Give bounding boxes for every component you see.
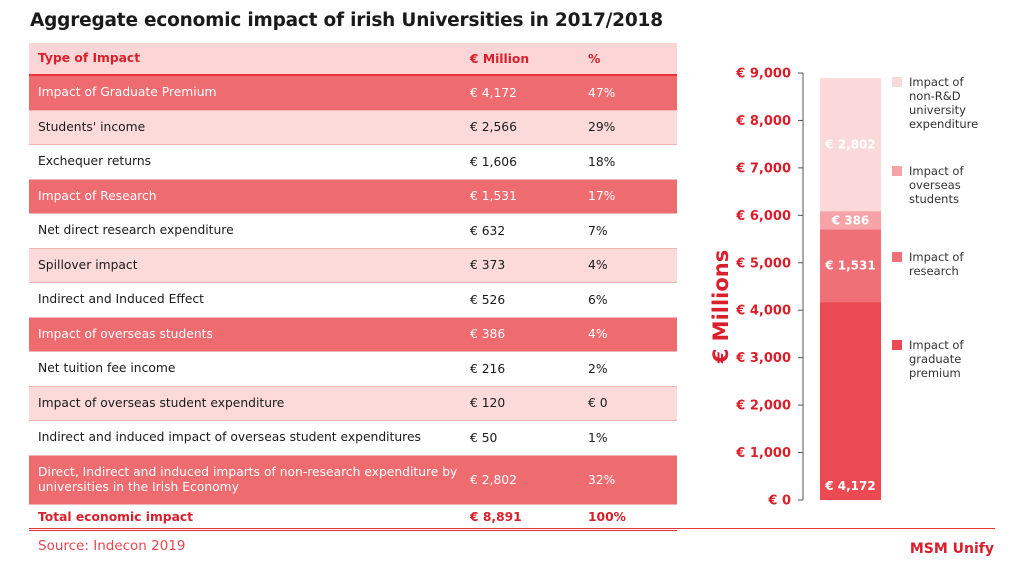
stacked-bar-chart: € 0€ 1,000€ 2,000€ 3,000€ 4,000€ 5,000€ … <box>709 67 881 509</box>
y-tick-label: € 2,000 <box>735 399 791 414</box>
row-label: Net tuition fee income <box>38 361 176 376</box>
bar-data-label: € 2,802 <box>824 138 875 152</box>
row-pct: 6% <box>588 292 608 307</box>
row-value: € 2,802 <box>470 472 517 487</box>
legend-item: Impact of graduate premium <box>892 338 989 380</box>
table-row: Direct, Indirect and induced imparts of … <box>29 455 677 505</box>
row-label: Spillover impact <box>38 257 138 272</box>
table-row: Students' income € 2,566 29% <box>29 110 677 145</box>
row-pct: 2% <box>588 361 608 376</box>
bar-data-label: € 4,172 <box>824 479 875 493</box>
y-tick-label: € 6,000 <box>735 209 791 224</box>
row-value: € 1,606 <box>470 154 517 169</box>
y-tick-label: € 0 <box>767 494 791 509</box>
row-label: Indirect and Induced Effect <box>38 292 204 307</box>
row-label: Net direct research expenditure <box>38 223 234 238</box>
row-pct: 1% <box>588 430 608 445</box>
legend-item: Impact of non-R&D university expenditure <box>892 75 989 131</box>
row-value: € 632 <box>470 223 506 238</box>
header-type: Type of Impact <box>38 51 141 65</box>
footer-divider <box>29 528 995 529</box>
row-label: Impact of overseas students <box>38 326 213 341</box>
table-row: Impact of Research € 1,531 17% <box>29 179 677 214</box>
y-axis-title: € Millions <box>709 250 733 365</box>
table-row: Net direct research expenditure € 632 7% <box>29 214 677 249</box>
y-tick-label: € 1,000 <box>735 446 791 461</box>
legend-swatch <box>892 340 902 350</box>
row-pct: 7% <box>588 223 608 238</box>
legend-swatch <box>892 166 902 176</box>
total-value: € 8,891 <box>470 510 522 524</box>
row-label: Impact of overseas student expenditure <box>38 395 285 410</box>
bar-segment <box>820 229 881 303</box>
bar-data-label: € 386 <box>831 213 870 227</box>
row-pct: 32% <box>588 472 616 487</box>
table-header: Type of Impact € Million % <box>29 43 677 76</box>
impact-table: Type of Impact € Million % Impact of Gra… <box>29 43 677 531</box>
header-million: € Million <box>470 51 530 66</box>
row-pct: 29% <box>588 120 616 135</box>
row-value: € 50 <box>470 430 498 445</box>
bar-segment <box>820 78 881 212</box>
legend-label: Impact of overseas students <box>909 164 964 206</box>
row-value: € 526 <box>470 292 506 307</box>
legend-swatch <box>892 77 902 87</box>
table-row: Net tuition fee income € 216 2% <box>29 352 677 387</box>
table-row: Spillover impact € 373 4% <box>29 248 677 283</box>
row-label: Indirect and induced impact of overseas … <box>38 430 421 445</box>
row-pct: 18% <box>588 154 616 169</box>
legend-label: Impact of graduate premium <box>909 338 964 380</box>
table-row: Indirect and induced impact of overseas … <box>29 421 677 456</box>
row-label: Exchequer returns <box>38 154 152 169</box>
y-tick-label: € 5,000 <box>735 256 791 271</box>
legend-item: Impact of overseas students <box>892 164 989 206</box>
row-value: € 1,531 <box>470 189 517 204</box>
y-tick-label: € 3,000 <box>735 351 791 366</box>
row-label: Students' income <box>38 119 146 134</box>
y-tick-label: € 4,000 <box>735 304 791 319</box>
table-row: Impact of Graduate Premium € 4,172 47% <box>29 76 677 111</box>
table-row: Indirect and Induced Effect € 526 6% <box>29 283 677 318</box>
row-pct: 4% <box>588 327 608 342</box>
legend-swatch <box>892 252 902 262</box>
row-pct: € 0 <box>588 396 608 411</box>
row-label: Direct, Indirect and induced imparts of … <box>38 464 458 494</box>
legend-item: Impact of research <box>892 250 989 278</box>
row-value: € 216 <box>470 361 506 376</box>
bar-segment <box>820 211 881 230</box>
y-tick-label: € 9,000 <box>735 67 791 82</box>
page-title: Aggregate economic impact of irish Unive… <box>30 10 663 31</box>
row-pct: 47% <box>588 85 616 100</box>
table-row: Exchequer returns € 1,606 18% <box>29 145 677 180</box>
total-label: Total economic impact <box>38 509 194 524</box>
row-pct: 4% <box>588 258 608 273</box>
row-pct: 17% <box>588 189 616 204</box>
brand-logo-text: MSM Unify <box>909 541 994 557</box>
row-value: € 120 <box>470 396 506 411</box>
source-note: Source: Indecon 2019 <box>38 538 186 554</box>
bar-data-label: € 1,531 <box>824 259 875 273</box>
row-value: € 386 <box>470 327 506 342</box>
bar-segment <box>820 302 881 500</box>
legend-label: Impact of research <box>909 250 964 278</box>
table-row: Impact of overseas student expenditure € … <box>29 386 677 421</box>
total-pct: 100% <box>588 510 626 524</box>
row-label: Impact of Research <box>38 188 157 203</box>
row-value: € 373 <box>470 258 506 273</box>
total-row: Total economic impact € 8,891 100% <box>29 504 677 531</box>
row-label: Impact of Graduate Premium <box>38 85 217 100</box>
y-tick-label: € 7,000 <box>735 161 791 176</box>
header-pct: % <box>588 51 601 66</box>
legend-label: Impact of non-R&D university expenditure <box>909 75 979 131</box>
row-value: € 2,566 <box>470 120 517 135</box>
table-row: Impact of overseas students € 386 4% <box>29 317 677 352</box>
row-value: € 4,172 <box>470 85 517 100</box>
y-tick-label: € 8,000 <box>735 114 791 129</box>
